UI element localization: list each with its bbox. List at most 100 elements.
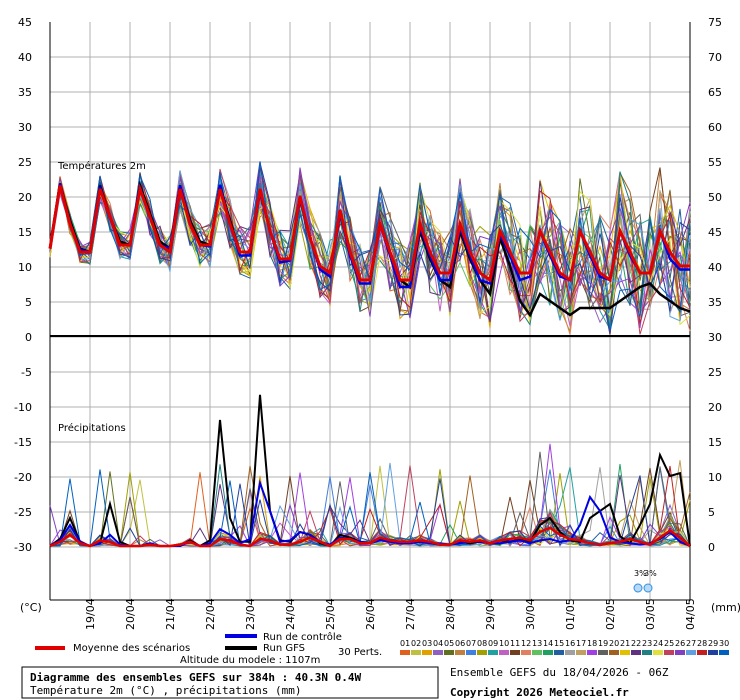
snow-indicator: 3%3% [633,569,657,593]
right-tick-label: 40 [708,261,722,274]
perturbation-number: 03 [422,639,432,648]
perturbation-number: 07 [466,639,476,648]
perturbation-swatch [620,650,630,655]
right-tick-label: 70 [708,51,722,64]
legend-control-label: Run de contrôle [263,631,342,643]
perturbation-swatch [719,650,729,655]
temp-mean-line [48,183,690,283]
perturbation-swatch [444,650,454,655]
precipitation-panel-label: Précipitations [58,422,126,434]
left-tick-label: -20 [14,471,32,484]
date-label: 03/05 [644,598,657,630]
perturbation-swatch [411,650,421,655]
date-label: 29/04 [484,598,497,630]
left-axis-unit: (°C) [20,601,42,614]
left-tick-label: 35 [18,86,32,99]
perturbation-number: 08 [477,639,487,648]
perturbation-swatch [675,650,685,655]
perturbation-swatch [697,650,707,655]
legend-gfs-label: Run GFS [263,643,305,654]
perturbation-swatch [554,650,564,655]
left-tick-label: 0 [25,331,32,344]
perturbation-swatch [631,650,641,655]
perturbation-number: 28 [697,639,707,648]
date-label: 01/05 [564,598,577,630]
right-tick-label: 65 [708,86,722,99]
right-tick-label: 25 [708,366,722,379]
perturbation-number: 13 [532,639,542,648]
right-tick-label: 15 [708,436,722,449]
perturbation-swatch [510,650,520,655]
perturbation-number: 12 [521,639,531,648]
left-tick-label: 45 [18,16,32,29]
right-tick-label: 50 [708,191,722,204]
perturbation-number: 22 [631,639,641,648]
date-label: 22/04 [204,598,217,630]
left-tick-label: -10 [14,401,32,414]
date-label: 21/04 [164,598,177,630]
right-tick-label: 55 [708,156,722,169]
perturbation-swatch [488,650,498,655]
right-tick-label: 0 [708,541,715,554]
precip-mean-line [49,526,691,548]
date-label: 28/04 [444,598,457,630]
perturbation-swatch [708,650,718,655]
right-tick-label: 75 [708,16,722,29]
date-label: 30/04 [524,598,537,630]
left-tick-label: -25 [14,506,32,519]
left-tick-label: 10 [18,261,32,274]
right-tick-label: 60 [708,121,722,134]
perturbation-number: 24 [653,639,663,648]
perturbation-number: 20 [609,639,619,648]
perturbation-legend: 01 02 03 04 05 06 07 08 09 10 11 12 13 14 15 16 17 18 19 20… [400,639,729,655]
perturbation-number: 25 [664,639,674,648]
right-tick-label: 20 [708,401,722,414]
copyright: Copyright 2026 Meteociel.fr [450,686,629,699]
date-label: 24/04 [284,598,297,630]
perturbation-number: 09 [488,639,498,648]
temp-perturbation-line [49,162,691,316]
right-tick-label: 35 [708,296,722,309]
perturbation-number: 15 [554,639,564,648]
altitude-label: Altitude du modele : 1107m [180,655,320,666]
date-label: 20/04 [124,598,137,630]
perturbation-swatch [664,650,674,655]
legend-perts-label: 30 Perts. [338,647,382,658]
series-layer [48,161,691,548]
perturbation-swatch [521,650,531,655]
perturbation-number: 19 [598,639,608,648]
left-tick-label: -15 [14,436,32,449]
legend-mean-label: Moyenne des scénarios [73,642,190,654]
left-tick-label: -5 [21,366,32,379]
date-label: 19/04 [84,598,97,630]
perturbation-swatch [642,650,652,655]
perturbation-number: 14 [543,639,553,648]
perturbation-number: 01 [400,639,410,648]
perturbation-number: 16 [565,639,575,648]
perturbation-number: 18 [587,639,597,648]
perturbation-number: 02 [411,639,421,648]
perturbation-number: 11 [510,639,520,648]
date-label: 25/04 [324,598,337,630]
perturbation-swatch [543,650,553,655]
snowflake-icon [643,583,653,593]
perturbation-swatch [455,650,465,655]
perturbation-swatch [609,650,619,655]
perturbation-number: 06 [455,639,465,648]
perturbation-number: 21 [620,639,630,648]
right-tick-label: 30 [708,331,722,344]
right-axis-unit: (mm) [711,601,740,614]
legend: Moyenne des scénarios Run de contrôle Ru… [35,631,729,658]
date-label: 04/05 [684,598,697,630]
left-tick-label: 20 [18,191,32,204]
right-tick-label: 45 [708,226,722,239]
perturbation-number: 04 [433,639,443,648]
left-tick-label: 40 [18,51,32,64]
temperature-panel-label: Températures 2m [57,160,146,172]
left-tick-label: 5 [25,296,32,309]
perturbation-number: 10 [499,639,509,648]
date-label: 27/04 [404,598,417,630]
snow-percent-label: 3% [644,569,657,578]
